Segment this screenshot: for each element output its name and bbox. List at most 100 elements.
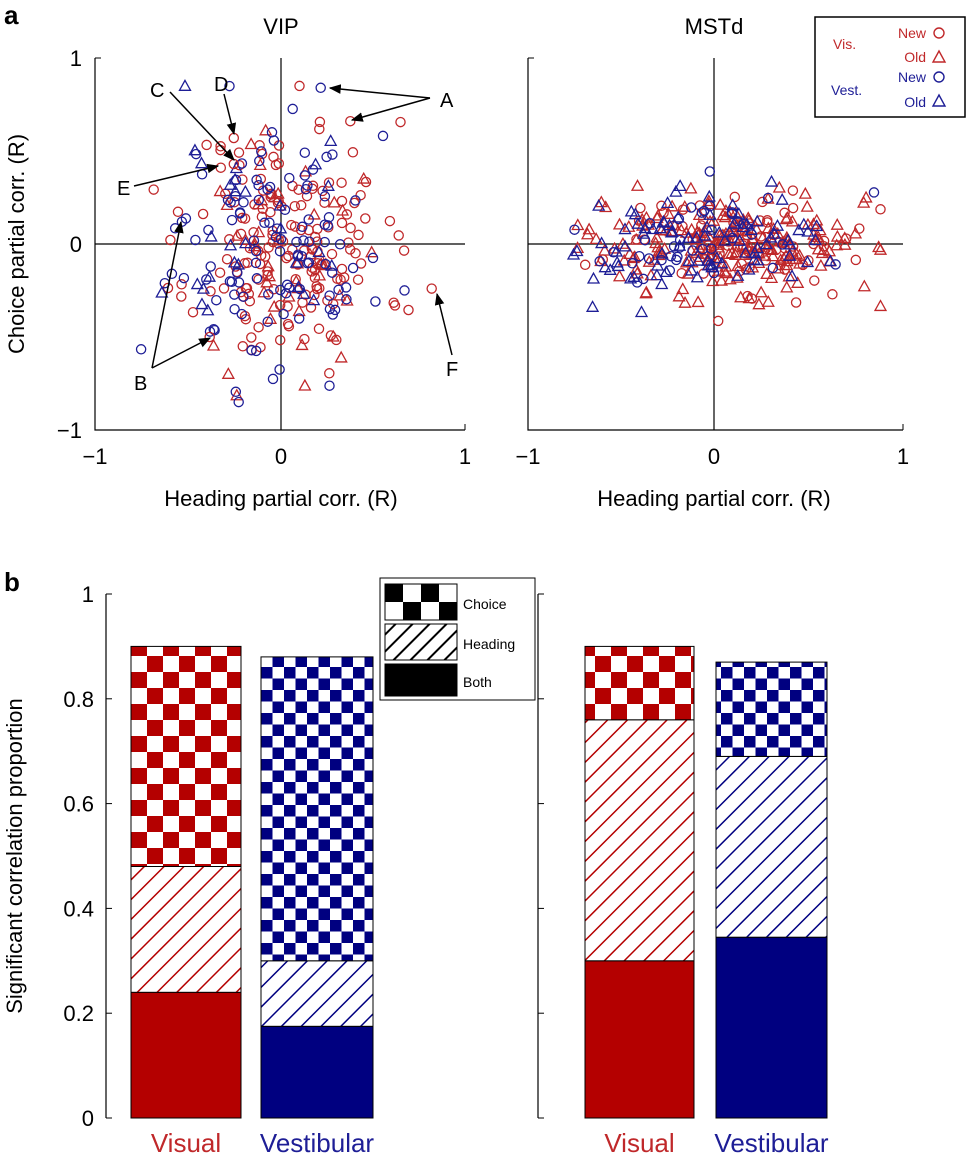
bar-category-label: Vestibular	[714, 1128, 829, 1156]
scatter-point	[202, 269, 217, 282]
scatter-point	[347, 147, 359, 158]
bar-segment-heading	[130, 866, 242, 993]
scatter-point	[273, 140, 285, 151]
scatter-point	[744, 223, 758, 235]
scatter-point	[298, 235, 309, 246]
scatter-point	[248, 235, 260, 246]
scatter-point	[760, 267, 774, 279]
scatter-point	[766, 249, 780, 262]
scatter-point	[827, 289, 838, 300]
scatter-point	[682, 254, 696, 266]
scatter-point	[642, 254, 656, 267]
scatter-point	[296, 250, 308, 262]
bar-segment-choice	[260, 656, 374, 962]
scatter-point	[682, 231, 696, 243]
legend-vest-old-label: Old	[904, 94, 926, 110]
scatter-point	[350, 195, 361, 206]
scatter-point	[665, 199, 679, 212]
scatter-point	[838, 237, 852, 250]
vip-title: VIP	[263, 14, 298, 39]
scatter-point	[209, 324, 220, 336]
scatter-point	[274, 299, 286, 311]
scatter-point	[868, 187, 880, 198]
scatter-point	[702, 249, 717, 261]
scatter-point	[740, 217, 754, 230]
scatter-point	[652, 243, 666, 256]
scatter-point	[672, 289, 686, 302]
scatter-point	[785, 214, 800, 227]
scatter-point	[178, 79, 192, 91]
scatter-point	[304, 236, 315, 247]
scatter-point	[256, 146, 267, 157]
scatter-point	[254, 258, 266, 270]
legend-vis-old-marker	[931, 49, 947, 63]
scatter-point	[254, 155, 265, 167]
legend-heading-swatch	[384, 623, 458, 661]
scatter-point	[823, 254, 838, 267]
scatter-point	[229, 161, 243, 174]
annotation-c: C	[150, 80, 164, 102]
scatter-point	[752, 297, 766, 310]
scatter-point	[678, 295, 692, 308]
scatter-point	[733, 234, 747, 246]
scatter-point	[726, 220, 740, 233]
scatter-point	[287, 103, 298, 115]
panel-label-a: a	[4, 0, 19, 30]
scatter-point	[399, 285, 410, 296]
scatter-point	[589, 232, 603, 245]
scatter-point	[205, 261, 216, 272]
annotation-f: F	[446, 359, 458, 381]
scatter-point	[297, 286, 311, 299]
highlighted-point	[215, 162, 227, 173]
scatter-point	[255, 173, 267, 185]
scatter-point	[684, 263, 699, 276]
scatter-point	[664, 225, 679, 238]
scatter-point	[195, 297, 209, 310]
legend-vis-old-label: Old	[904, 49, 926, 65]
scatter-point	[251, 174, 262, 186]
bar-segment-choice	[584, 645, 695, 721]
scatter-point	[630, 179, 645, 191]
scatter-point	[312, 268, 327, 281]
scatter-point	[692, 208, 706, 221]
scatter-point	[327, 309, 339, 320]
scatter-point	[281, 279, 293, 291]
scatter-point	[678, 199, 692, 212]
scatter-point	[336, 217, 348, 229]
scatter-point	[263, 312, 278, 324]
scatter-point	[783, 237, 797, 250]
scatter-point	[762, 217, 773, 228]
scatter-point	[347, 262, 359, 274]
scatter-point	[774, 253, 788, 266]
scatter-point	[726, 224, 740, 237]
scatter-point	[223, 177, 237, 190]
scatter-point	[734, 290, 748, 303]
scatter-point	[671, 254, 682, 266]
scatter-point	[259, 217, 270, 229]
scatter-point	[247, 239, 262, 252]
scatter-point	[282, 318, 294, 330]
scatter-point	[223, 238, 238, 251]
scatter-point	[655, 277, 669, 290]
scatter-point	[319, 236, 330, 248]
scatter-point	[370, 296, 381, 307]
scatter-point	[263, 289, 274, 300]
scatter-point	[224, 234, 235, 245]
annotation-d: D	[214, 74, 228, 96]
scatter-point	[326, 248, 338, 260]
scatter-point	[336, 177, 347, 188]
scatter-point	[255, 193, 269, 206]
bar-segment-both	[584, 960, 695, 1119]
scatter-point	[303, 257, 315, 268]
scatter-point	[676, 282, 690, 295]
scatter-point	[251, 273, 263, 284]
scatter-point	[650, 268, 664, 281]
scatter-point	[250, 257, 262, 269]
scatter-point	[309, 289, 320, 301]
scatter-point	[685, 222, 699, 235]
scatter-point	[196, 281, 210, 294]
scatter-point	[690, 226, 704, 239]
mstd-xlabel: Heading partial corr. (R)	[597, 486, 831, 511]
vip-ytick-bottom: −1	[57, 418, 82, 443]
scatter-point	[757, 248, 771, 261]
